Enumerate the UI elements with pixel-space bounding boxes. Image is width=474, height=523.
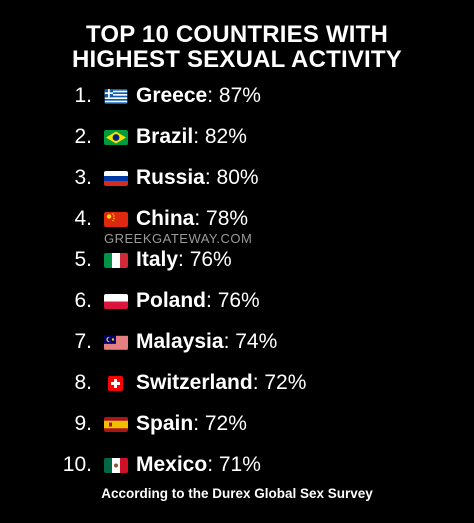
country-name: Greece (136, 84, 208, 107)
switzerland-flag-icon (108, 376, 123, 391)
rank-number: 3. (74, 166, 92, 189)
country-value: 72% (264, 371, 307, 394)
rank-number: 10. (62, 453, 92, 476)
country-value: 72% (204, 412, 247, 435)
country-name: Malaysia (136, 330, 224, 353)
source-footer: According to the Durex Global Sex Survey (101, 486, 373, 501)
malaysia-flag-icon (104, 335, 128, 350)
list-item: 5. Italy: 76% (0, 244, 474, 276)
china-flag-icon (104, 212, 128, 227)
rank-number: 5. (74, 248, 92, 271)
country-name: Italy (136, 248, 179, 271)
country-value: 87% (218, 84, 261, 107)
brazil-flag-icon (104, 130, 128, 145)
country-value: 74% (235, 330, 278, 353)
mexico-flag-icon (104, 458, 128, 473)
rank-number: 9. (74, 412, 92, 435)
country-name: Mexico (136, 453, 208, 476)
italy-flag-icon (104, 253, 128, 268)
country-value: 76% (217, 289, 260, 312)
list-item: 4. China: 78% (0, 203, 474, 235)
country-name: Spain (136, 412, 194, 435)
greece-flag-icon (104, 89, 128, 104)
list-item: 1. Greece: 87% (0, 80, 474, 112)
rank-number: 8. (74, 371, 92, 394)
list-item: 9. Spain: 72% (0, 408, 474, 440)
country-value: 71% (218, 453, 261, 476)
page-title: TOP 10 COUNTRIES WITH HIGHEST SEXUAL ACT… (0, 22, 474, 72)
country-name: Switzerland (136, 371, 253, 394)
spain-flag-icon (104, 417, 128, 432)
russia-flag-icon (104, 171, 128, 186)
title-line-1: TOP 10 COUNTRIES WITH (85, 21, 389, 48)
rank-number: 4. (74, 207, 92, 230)
rank-number: 1. (74, 84, 92, 107)
country-value: 78% (206, 207, 249, 230)
watermark: GREEKGATEWAY.COM (104, 231, 253, 246)
country-name: Russia (136, 166, 205, 189)
country-value: 82% (204, 125, 247, 148)
list-item: 6. Poland: 76% (0, 285, 474, 317)
title-line-2: HIGHEST SEXUAL ACTIVITY (72, 46, 402, 73)
country-value: 80% (216, 166, 259, 189)
country-name: China (136, 207, 195, 230)
country-name: Brazil (136, 125, 194, 148)
list-item: 8. Switzerland: 72% (0, 367, 474, 399)
country-name: Poland (136, 289, 207, 312)
rank-number: 2. (74, 125, 92, 148)
list-item: 2. Brazil: 82% (0, 121, 474, 153)
poland-flag-icon (104, 294, 128, 309)
rank-number: 7. (74, 330, 92, 353)
list-item: 3. Russia: 80% (0, 162, 474, 194)
country-value: 76% (189, 248, 232, 271)
list-item: 7. Malaysia: 74% (0, 326, 474, 358)
list-item: 10. Mexico: 71% (0, 449, 474, 481)
rank-number: 6. (74, 289, 92, 312)
